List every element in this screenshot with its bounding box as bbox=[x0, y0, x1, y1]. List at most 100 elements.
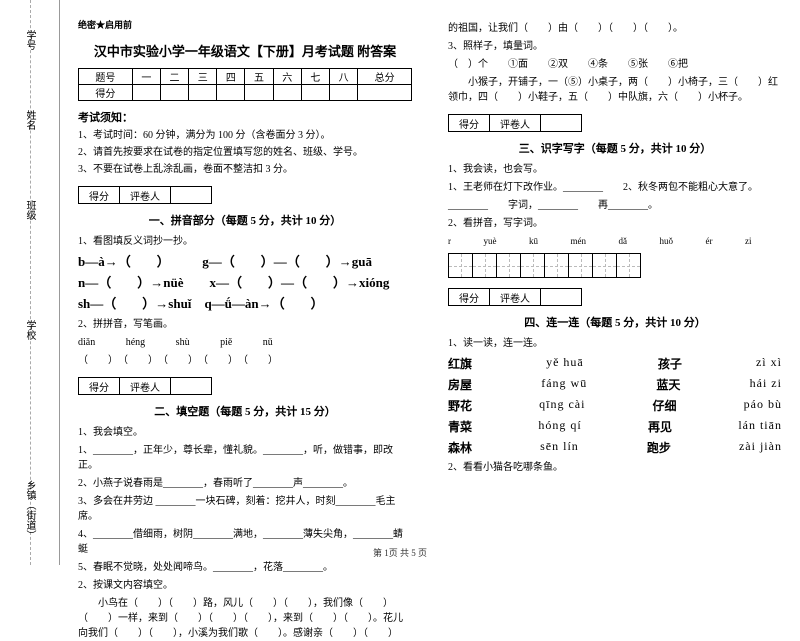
ph: mén bbox=[571, 235, 587, 249]
match-row: 红旗 yě huā 孩子 zì xì bbox=[448, 355, 782, 372]
right-column: 的祖国，让我们（ ）由（ ）（ ）（ ）。 3、照样子，填量词。 （ ）个 ①面… bbox=[430, 0, 800, 565]
match-row: 房屋 fáng wū 蓝天 hái zi bbox=[448, 376, 782, 393]
section-title-4: 四、连一连（每题 5 分，共计 10 分） bbox=[448, 314, 782, 330]
pinyin-item: b—à→（ ） bbox=[78, 254, 163, 269]
cell bbox=[358, 85, 412, 101]
question-2-1: 1、我会填空。 bbox=[78, 425, 412, 440]
score-label: 得分 bbox=[79, 378, 120, 394]
char-cell bbox=[569, 254, 593, 278]
score-label: 得分 bbox=[79, 187, 120, 203]
cell bbox=[217, 85, 245, 101]
question-1-1: 1、看图填反义词抄一抄。 bbox=[78, 234, 412, 249]
cn-word: 孩子 bbox=[658, 355, 682, 372]
margin-label: 班级 bbox=[22, 200, 37, 220]
pinyin-item: x—（ ）—（ ）→xióng bbox=[209, 275, 389, 290]
score-bar: 得分 评卷人 bbox=[78, 377, 212, 395]
blank-cell bbox=[171, 378, 211, 394]
char-cell bbox=[593, 254, 617, 278]
pinyin-word: lán tiān bbox=[738, 418, 782, 435]
blank-cell bbox=[541, 115, 581, 131]
left-column: 绝密★启用前 汉中市实验小学一年级语文【下册】月考试题 附答案 题号 一 二 三… bbox=[60, 0, 430, 565]
char-cell bbox=[473, 254, 497, 278]
notice-title: 考试须知： bbox=[78, 109, 412, 125]
score-bar: 得分 评卷人 bbox=[78, 186, 212, 204]
char-cell bbox=[617, 254, 641, 278]
cn-word: 森林 bbox=[448, 439, 472, 456]
pinyin: shù bbox=[176, 335, 190, 350]
match-row: 森林 sēn lín 跑步 zài jiàn bbox=[448, 439, 782, 456]
th: 总分 bbox=[358, 69, 412, 85]
score-table: 题号 一 二 三 四 五 六 七 八 总分 得分 bbox=[78, 68, 412, 101]
secret-tag: 绝密★启用前 bbox=[78, 18, 412, 31]
passage-cont: 的祖国，让我们（ ）由（ ）（ ）（ ）。 bbox=[448, 21, 782, 36]
notice-item: 2、请首先按要求在试卷的指定位置填写您的姓名、班级、学号。 bbox=[78, 146, 412, 160]
pinyin-word: zài jiàn bbox=[739, 439, 782, 456]
th: 八 bbox=[329, 69, 357, 85]
reviewer-label: 评卷人 bbox=[120, 378, 171, 394]
cell bbox=[273, 85, 301, 101]
cn-word: 青菜 bbox=[448, 418, 472, 435]
pinyin: piě bbox=[220, 335, 232, 350]
cn-word: 仔细 bbox=[653, 397, 677, 414]
section-title-2: 二、填空题（每题 5 分，共计 15 分） bbox=[78, 403, 412, 419]
pinyin-row: diǎn héng shù piě nǔ bbox=[78, 335, 412, 350]
passage: 小鸟在（ ）（ ）路，风儿（ ）（ ），我们像（ ）（ ）一样，来到（ ）（ ）… bbox=[78, 596, 412, 641]
pinyin-item: sh—（ ）→shuǐ bbox=[78, 296, 191, 311]
pinyin-header: r yuè kū mén dǎ huǒ ér zi bbox=[448, 234, 782, 249]
read-write-line: ________ 字词，________ 再________。 bbox=[448, 198, 782, 213]
pinyin-item: g—（ ）—（ ）→guā bbox=[202, 254, 372, 269]
th: 题号 bbox=[79, 69, 133, 85]
ph: huǒ bbox=[660, 235, 674, 249]
cn-word: 再见 bbox=[648, 418, 672, 435]
section-title-1: 一、拼音部分（每题 5 分，共计 10 分） bbox=[78, 212, 412, 228]
match-row: 野花 qīng cài 仔细 páo bù bbox=[448, 397, 782, 414]
blanks-row: （ ） （ ） （ ） （ ） （ ） bbox=[78, 353, 412, 368]
section-title-3: 三、识字写字（每题 5 分，共计 10 分） bbox=[448, 140, 782, 156]
pinyin-word: zì xì bbox=[756, 355, 782, 372]
reviewer-label: 评卷人 bbox=[490, 289, 541, 305]
question-2-2: 2、按课文内容填空。 bbox=[78, 578, 412, 593]
th: 六 bbox=[273, 69, 301, 85]
fill-line: 2、小燕子说春雨是________，春雨听了________声________。 bbox=[78, 476, 412, 491]
pinyin-word: hái zi bbox=[750, 376, 782, 393]
th: 三 bbox=[189, 69, 217, 85]
ph: dǎ bbox=[619, 235, 628, 249]
pinyin-exercise: b—à→（ ） g—（ ）—（ ）→guā n—（ ）→nüè x—（ ）—（ … bbox=[78, 252, 412, 314]
cn-word: 野花 bbox=[448, 397, 472, 414]
pinyin-word: hóng qí bbox=[538, 418, 581, 435]
cn-word: 房屋 bbox=[448, 376, 472, 393]
cell bbox=[329, 85, 357, 101]
notice-item: 1、考试时间：60 分钟，满分为 100 分（含卷面分 3 分）。 bbox=[78, 129, 412, 143]
cell bbox=[160, 85, 188, 101]
row-label: 得分 bbox=[79, 85, 133, 101]
pinyin: diǎn bbox=[78, 335, 95, 350]
blank-cell bbox=[541, 289, 581, 305]
margin-label: 姓名 bbox=[22, 110, 37, 130]
question-3-1: 1、我会读，也会写。 bbox=[448, 162, 782, 177]
measure-words: （ ）个 ①面 ②双 ④条 ⑤张 ⑥把 bbox=[448, 57, 782, 72]
pinyin-word: fáng wū bbox=[541, 376, 587, 393]
read-write-line: 1、王老师在灯下改作业。________ 2、秋冬两包不能粗心大意了。 bbox=[448, 180, 782, 195]
score-label: 得分 bbox=[449, 289, 490, 305]
th: 二 bbox=[160, 69, 188, 85]
ph: yuè bbox=[484, 235, 497, 249]
cell bbox=[189, 85, 217, 101]
cn-word: 蓝天 bbox=[656, 376, 680, 393]
cn-word: 跑步 bbox=[647, 439, 671, 456]
fill-line: 5、春眠不觉晓，处处闻啼鸟。________，花落________。 bbox=[78, 560, 412, 575]
pinyin: nǔ bbox=[263, 335, 273, 350]
char-cell bbox=[449, 254, 473, 278]
char-cell bbox=[497, 254, 521, 278]
page: 学号 姓名 班级 学校 乡镇（街道） 绝密★启用前 汉中市实验小学一年级语文【下… bbox=[0, 0, 800, 565]
th: 七 bbox=[301, 69, 329, 85]
question-4-1: 1、读一读，连一连。 bbox=[448, 336, 782, 351]
margin-label: 学校 bbox=[22, 320, 37, 340]
content-columns: 绝密★启用前 汉中市实验小学一年级语文【下册】月考试题 附答案 题号 一 二 三… bbox=[60, 0, 800, 565]
cell bbox=[132, 85, 160, 101]
th: 五 bbox=[245, 69, 273, 85]
score-bar: 得分 评卷人 bbox=[448, 114, 582, 132]
score-bar: 得分 评卷人 bbox=[448, 288, 582, 306]
pinyin-word: sēn lín bbox=[540, 439, 579, 456]
exam-title: 汉中市实验小学一年级语文【下册】月考试题 附答案 bbox=[78, 41, 412, 60]
question-3-2: 2、看拼音，写字词。 bbox=[448, 216, 782, 231]
